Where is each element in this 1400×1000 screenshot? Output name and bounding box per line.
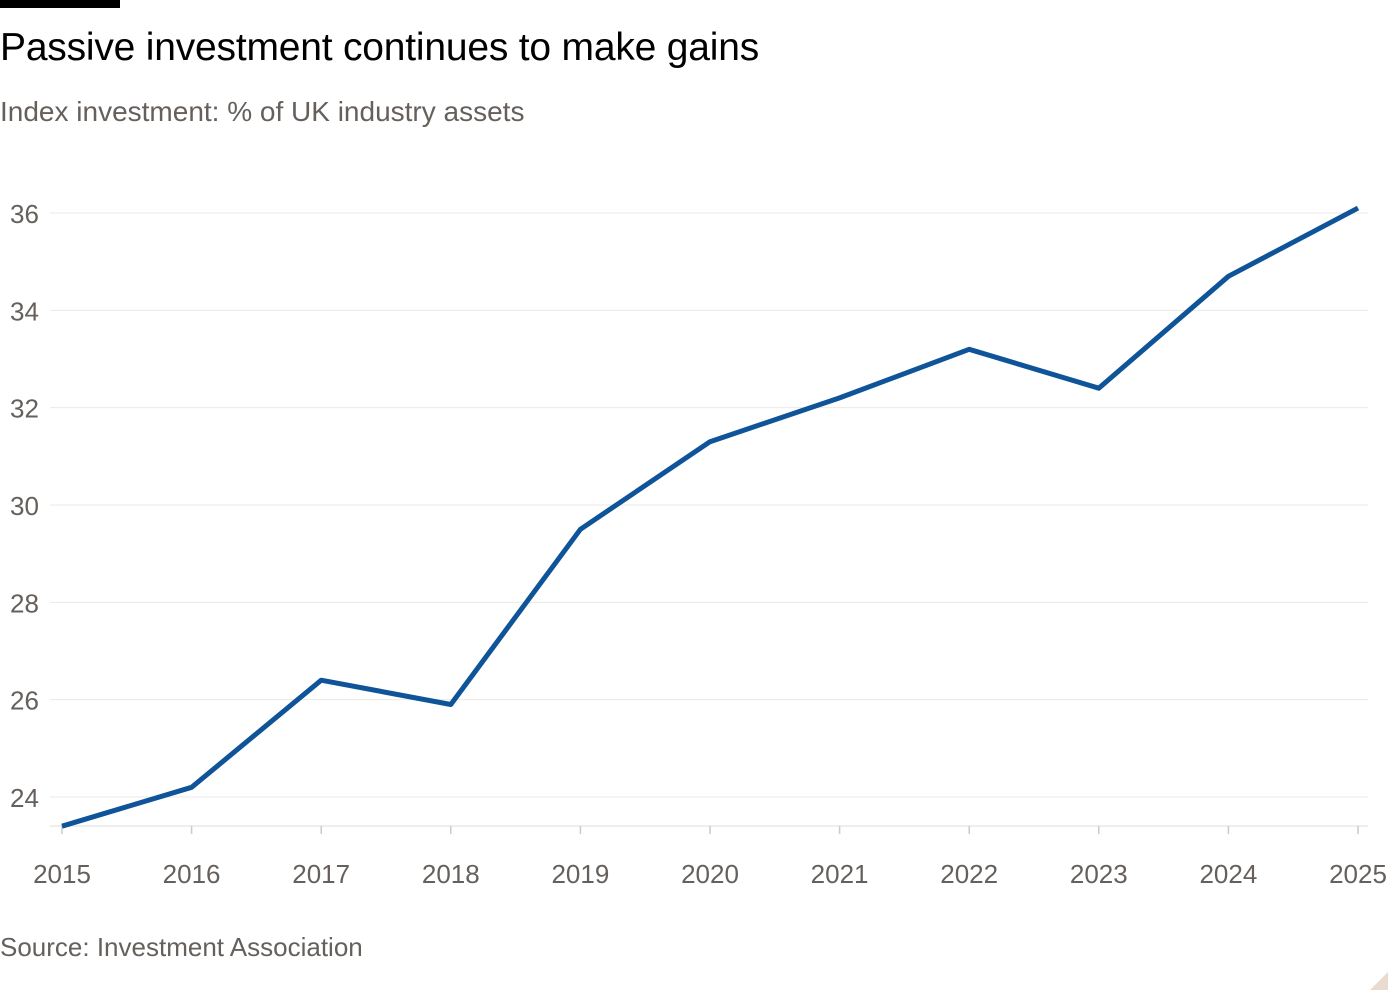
- x-tick-label: 2024: [1199, 859, 1257, 889]
- y-tick-label: 28: [10, 588, 39, 618]
- x-tick-label: 2019: [551, 859, 609, 889]
- brand-bar: [0, 0, 120, 8]
- y-axis-ticks: 24 26 28 30 32 34 36: [10, 199, 39, 813]
- x-tick-label: 2015: [33, 859, 91, 889]
- series: [61, 205, 1360, 829]
- x-tick-label: 2018: [422, 859, 480, 889]
- x-tick-label: 2017: [292, 859, 350, 889]
- x-axis-ticks: 2015 2016 2017 2018 2019 2020 2021 2022 2023 2024…: [33, 826, 1387, 889]
- x-tick-label: 2016: [163, 859, 221, 889]
- x-tick-label: 2023: [1070, 859, 1128, 889]
- y-tick-label: 24: [10, 783, 39, 813]
- y-tick-label: 36: [10, 199, 39, 229]
- x-tick-label: 2021: [811, 859, 869, 889]
- y-tick-label: 30: [10, 491, 39, 521]
- y-tick-label: 32: [10, 394, 39, 424]
- x-tick-label: 2020: [681, 859, 739, 889]
- series-line: [61, 205, 1360, 829]
- gridlines: [50, 212, 1368, 798]
- source-note: Source: Investment Association: [0, 932, 363, 962]
- corner-mark: [1370, 972, 1388, 990]
- y-tick-label: 26: [10, 686, 39, 716]
- y-tick-label: 34: [10, 296, 39, 326]
- chart-title: Passive investment continues to make gai…: [0, 26, 759, 69]
- chart-subtitle: Index investment: % of UK industry asset…: [0, 96, 525, 127]
- x-tick-label: 2022: [940, 859, 998, 889]
- x-tick-label: 2025: [1329, 859, 1387, 889]
